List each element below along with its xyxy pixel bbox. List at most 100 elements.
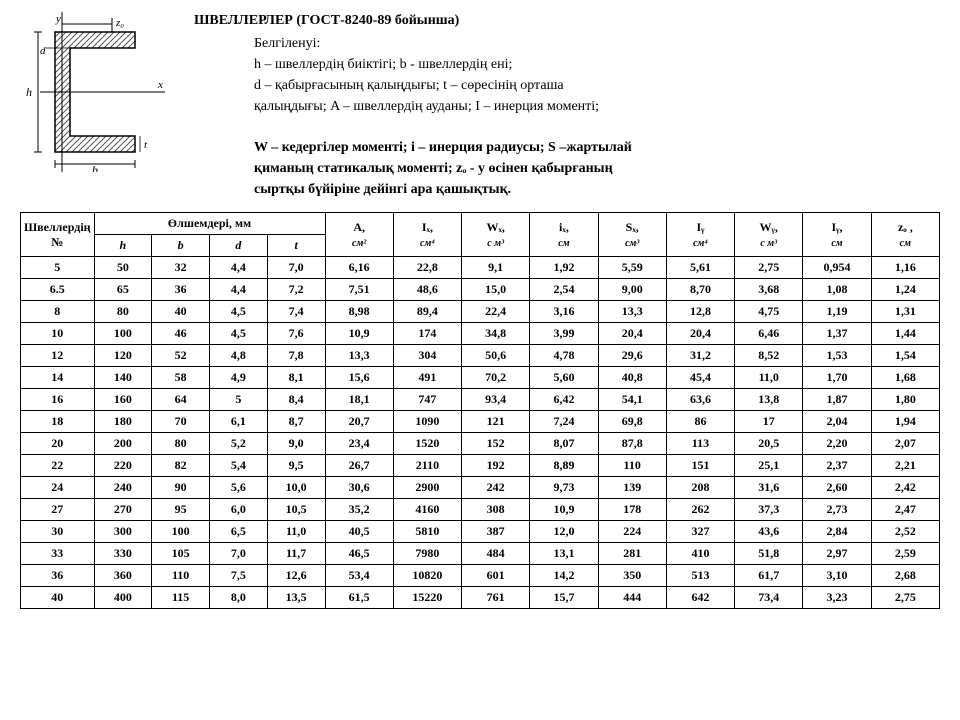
- table-cell: 20,4: [666, 323, 734, 345]
- table-row: 14140584,98,115,649170,25,6040,845,411,0…: [21, 367, 940, 389]
- table-cell: 10,9: [530, 499, 598, 521]
- table-cell: 9,1: [462, 257, 530, 279]
- table-cell: 2,97: [803, 543, 871, 565]
- table-cell: 4,78: [530, 345, 598, 367]
- table-cell: 5: [21, 257, 95, 279]
- description-block: ШВЕЛЛЕРЛЕР (ГОСТ-8240-89 бойынша) Белгіл…: [194, 12, 940, 202]
- table-cell: 5,59: [598, 257, 666, 279]
- table-cell: 4,8: [210, 345, 268, 367]
- table-cell: 747: [393, 389, 461, 411]
- table-cell: 444: [598, 587, 666, 609]
- col-h: h: [94, 235, 152, 257]
- table-cell: 2,07: [871, 433, 939, 455]
- table-cell: 9,73: [530, 477, 598, 499]
- table-cell: 70: [152, 411, 210, 433]
- table-cell: 17: [735, 411, 803, 433]
- table-cell: 1,31: [871, 301, 939, 323]
- table-cell: 40: [21, 587, 95, 609]
- table-cell: 48,6: [393, 279, 461, 301]
- table-cell: 1520: [393, 433, 461, 455]
- desc-line: W – кедергілер моменті; i – инерция ради…: [254, 139, 940, 158]
- table-row: 12120524,87,813,330450,64,7829,631,28,52…: [21, 345, 940, 367]
- table-cell: 6.5: [21, 279, 95, 301]
- desc-line: d – қабырғасының қалыңдығы; t – сөресіні…: [254, 77, 940, 96]
- table-cell: 491: [393, 367, 461, 389]
- table-cell: 330: [94, 543, 152, 565]
- table-cell: 242: [462, 477, 530, 499]
- table-row: 6.565364,47,27,5148,615,02,549,008,703,6…: [21, 279, 940, 301]
- table-cell: 12,6: [267, 565, 325, 587]
- table-cell: 100: [94, 323, 152, 345]
- table-cell: 80: [152, 433, 210, 455]
- table-row: 333301057,011,746,5798048413,128141051,8…: [21, 543, 940, 565]
- table-cell: 13,8: [735, 389, 803, 411]
- table-cell: 22,4: [462, 301, 530, 323]
- table-cell: 152: [462, 433, 530, 455]
- table-cell: 2,42: [871, 477, 939, 499]
- col-Sx: Sₓ,см³: [598, 213, 666, 257]
- table-cell: 9,0: [267, 433, 325, 455]
- d-label: d: [40, 45, 46, 57]
- table-cell: 180: [94, 411, 152, 433]
- table-cell: 1,19: [803, 301, 871, 323]
- table-cell: 7980: [393, 543, 461, 565]
- table-cell: 2,75: [871, 587, 939, 609]
- table-cell: 8,07: [530, 433, 598, 455]
- table-cell: 61,5: [325, 587, 393, 609]
- table-cell: 6,5: [210, 521, 268, 543]
- table-row: 550324,47,06,1622,89,11,925,595,612,750,…: [21, 257, 940, 279]
- table-cell: 7,5: [210, 565, 268, 587]
- table-cell: 7,51: [325, 279, 393, 301]
- table-cell: 308: [462, 499, 530, 521]
- table-cell: 46: [152, 323, 210, 345]
- t-label: t: [144, 139, 148, 151]
- table-cell: 65: [94, 279, 152, 301]
- table-row: 20200805,29,023,415201528,0787,811320,52…: [21, 433, 940, 455]
- table-cell: 8,52: [735, 345, 803, 367]
- table-cell: 642: [666, 587, 734, 609]
- table-cell: 10,5: [267, 499, 325, 521]
- table-cell: 34,8: [462, 323, 530, 345]
- col-Ix: Iₓ,см⁴: [393, 213, 461, 257]
- col-d: d: [210, 235, 268, 257]
- table-cell: 12,8: [666, 301, 734, 323]
- desc-line: қалыңдығы; A – швеллердің ауданы; I – ин…: [254, 98, 940, 117]
- table-cell: 1,24: [871, 279, 939, 301]
- z0-label: z₀: [115, 17, 124, 29]
- table-cell: 16: [21, 389, 95, 411]
- table-cell: 100: [152, 521, 210, 543]
- table-cell: 27: [21, 499, 95, 521]
- table-cell: 54,1: [598, 389, 666, 411]
- table-cell: 1,37: [803, 323, 871, 345]
- table-cell: 23,4: [325, 433, 393, 455]
- table-cell: 6,42: [530, 389, 598, 411]
- table-cell: 3,68: [735, 279, 803, 301]
- table-cell: 10,9: [325, 323, 393, 345]
- table-cell: 37,3: [735, 499, 803, 521]
- col-A: A,см²: [325, 213, 393, 257]
- col-iy: Iᵧ,см: [803, 213, 871, 257]
- table-cell: 14: [21, 367, 95, 389]
- table-cell: 2,68: [871, 565, 939, 587]
- table-cell: 6,1: [210, 411, 268, 433]
- table-cell: 350: [598, 565, 666, 587]
- table-cell: 7,24: [530, 411, 598, 433]
- table-cell: 89,4: [393, 301, 461, 323]
- table-cell: 13,3: [325, 345, 393, 367]
- table-cell: 7,0: [210, 543, 268, 565]
- table-cell: 8,98: [325, 301, 393, 323]
- table-cell: 2110: [393, 455, 461, 477]
- table-cell: 40: [152, 301, 210, 323]
- table-cell: 8,0: [210, 587, 268, 609]
- table-cell: 30: [21, 521, 95, 543]
- table-cell: 36: [152, 279, 210, 301]
- table-cell: 80: [94, 301, 152, 323]
- table-cell: 224: [598, 521, 666, 543]
- table-cell: 8: [21, 301, 95, 323]
- table-cell: 139: [598, 477, 666, 499]
- table-cell: 4,5: [210, 301, 268, 323]
- col-ix: iₓ,см: [530, 213, 598, 257]
- table-cell: 110: [152, 565, 210, 587]
- table-cell: 140: [94, 367, 152, 389]
- table-cell: 110: [598, 455, 666, 477]
